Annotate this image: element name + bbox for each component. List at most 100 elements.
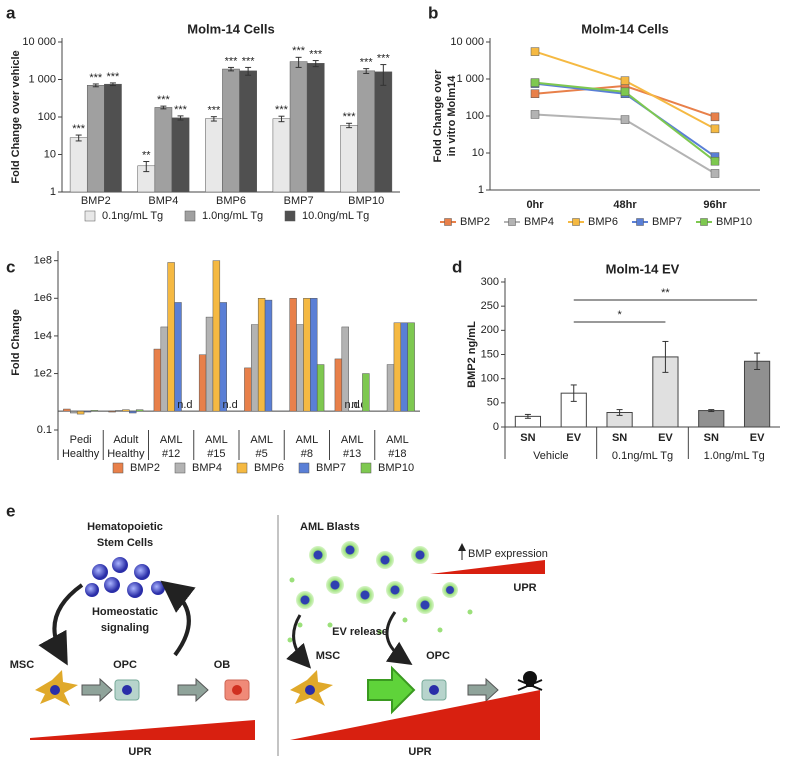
label: OB bbox=[214, 659, 231, 671]
marker bbox=[620, 76, 630, 85]
legend-swatch bbox=[298, 462, 310, 474]
value-label: n.d bbox=[344, 399, 359, 411]
bar bbox=[393, 322, 402, 412]
y-tick-label: 1e4 bbox=[34, 330, 52, 342]
chart-title: Molm-14 EV bbox=[606, 261, 680, 276]
bar bbox=[340, 125, 358, 193]
label: UPR bbox=[513, 582, 536, 594]
legend-label: 10.0ng/mL Tg bbox=[302, 210, 369, 222]
bar bbox=[205, 316, 214, 412]
bar bbox=[244, 367, 252, 412]
legend-marker bbox=[444, 218, 452, 226]
label: Homeostatic bbox=[92, 606, 158, 618]
bar bbox=[70, 410, 78, 414]
bar bbox=[357, 70, 376, 193]
bar bbox=[374, 71, 393, 193]
bar bbox=[272, 118, 291, 193]
y-axis-label: Fold Change over vehicle bbox=[10, 50, 22, 183]
y-tick-label: 100 bbox=[466, 110, 484, 122]
label: OPC bbox=[113, 659, 137, 671]
bar bbox=[122, 409, 130, 412]
x-tick-label: EV bbox=[658, 432, 673, 444]
bar bbox=[83, 410, 92, 413]
arrow bbox=[286, 614, 312, 669]
legend-label: 1.0ng/mL Tg bbox=[202, 210, 263, 222]
legend-label: BMP6 bbox=[588, 216, 618, 228]
arrow bbox=[177, 677, 209, 703]
bar bbox=[296, 324, 304, 412]
significance: *** bbox=[275, 104, 289, 116]
x-tick-label: BMP6 bbox=[216, 195, 246, 207]
label: UPR bbox=[408, 746, 431, 758]
significance: *** bbox=[309, 48, 323, 60]
x-tick-label: AML bbox=[250, 434, 273, 446]
y-tick-label: 0.1 bbox=[37, 424, 52, 436]
significance: *** bbox=[292, 45, 306, 57]
significance: *** bbox=[360, 57, 374, 69]
stem-cells bbox=[85, 557, 165, 598]
bar bbox=[86, 85, 105, 193]
x-tick-label: Adult bbox=[113, 434, 138, 446]
y-tick-label: 100 bbox=[481, 373, 499, 385]
legend-marker bbox=[508, 218, 516, 226]
significance: ** bbox=[142, 149, 151, 161]
bar bbox=[171, 117, 190, 193]
legend-swatch bbox=[174, 462, 186, 474]
y-tick-label: 1 bbox=[478, 184, 484, 196]
significance: *** bbox=[89, 72, 103, 84]
marker bbox=[530, 110, 540, 119]
y-tick-label: 100 bbox=[38, 111, 56, 123]
bar bbox=[222, 68, 240, 193]
legend-marker bbox=[572, 218, 580, 226]
significance: * bbox=[617, 309, 622, 321]
bar bbox=[743, 360, 771, 428]
bar bbox=[205, 118, 223, 193]
significance: *** bbox=[225, 55, 239, 67]
y-tick-label: 250 bbox=[481, 300, 499, 312]
legend-label: BMP6 bbox=[254, 462, 284, 474]
bar bbox=[154, 107, 173, 193]
y-tick-label: 1e8 bbox=[34, 255, 52, 267]
value-label: n.d bbox=[177, 399, 192, 411]
marker bbox=[710, 169, 720, 178]
x-tick-label: SN bbox=[704, 432, 719, 444]
legend-swatch bbox=[236, 462, 248, 474]
panel-letter: e bbox=[6, 501, 15, 520]
label: signaling bbox=[101, 622, 149, 634]
x-tick-label: EV bbox=[566, 432, 581, 444]
bar bbox=[289, 61, 308, 193]
x-tick-label: #5 bbox=[256, 448, 268, 460]
x-tick-label: #15 bbox=[207, 448, 225, 460]
label: OPC bbox=[426, 650, 450, 662]
panel-letter: d bbox=[452, 257, 462, 276]
panel-letter: b bbox=[428, 3, 438, 22]
x-tick-label: 48hr bbox=[613, 199, 637, 211]
x-tick-label: AML bbox=[386, 434, 409, 446]
x-tick-label: SN bbox=[520, 432, 535, 444]
x-tick-label: Pedi bbox=[70, 434, 92, 446]
bar bbox=[251, 324, 259, 412]
x-tick-label: 0hr bbox=[526, 199, 544, 211]
y-tick-label: 1 000 bbox=[28, 73, 56, 85]
y-tick-label: 0 bbox=[493, 421, 499, 433]
y-axis-label: Fold Change bbox=[10, 309, 22, 376]
y-tick-label: 150 bbox=[481, 348, 499, 360]
y-tick-label: 10 000 bbox=[22, 36, 56, 48]
bar bbox=[198, 354, 207, 412]
label: Stem Cells bbox=[97, 537, 153, 549]
significance: *** bbox=[174, 104, 188, 116]
label: Hematopoietic bbox=[87, 521, 163, 533]
y-tick-label: 1 bbox=[50, 186, 56, 198]
y-axis-label: BMP2 ng/mL bbox=[466, 321, 478, 388]
x-tick-label: AML bbox=[296, 434, 319, 446]
legend-marker bbox=[700, 218, 708, 226]
bar bbox=[76, 410, 85, 415]
legend-swatch bbox=[360, 462, 372, 474]
legend-label: BMP7 bbox=[316, 462, 346, 474]
x-tick-label: BMP10 bbox=[348, 195, 384, 207]
gradient bbox=[430, 560, 545, 574]
bar bbox=[303, 298, 311, 412]
group-label: Vehicle bbox=[533, 450, 568, 462]
bar bbox=[153, 348, 162, 412]
bar bbox=[63, 408, 71, 412]
